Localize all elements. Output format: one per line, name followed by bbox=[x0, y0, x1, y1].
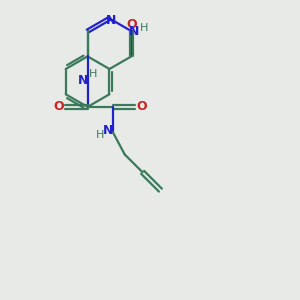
Text: N: N bbox=[103, 124, 114, 137]
Text: H: H bbox=[140, 22, 148, 32]
Text: N: N bbox=[106, 14, 116, 27]
Text: H: H bbox=[89, 69, 98, 79]
Text: O: O bbox=[136, 100, 147, 113]
Text: N: N bbox=[78, 74, 88, 87]
Text: H: H bbox=[96, 130, 105, 140]
Text: O: O bbox=[53, 100, 64, 113]
Text: N: N bbox=[129, 25, 140, 38]
Text: O: O bbox=[126, 18, 137, 31]
